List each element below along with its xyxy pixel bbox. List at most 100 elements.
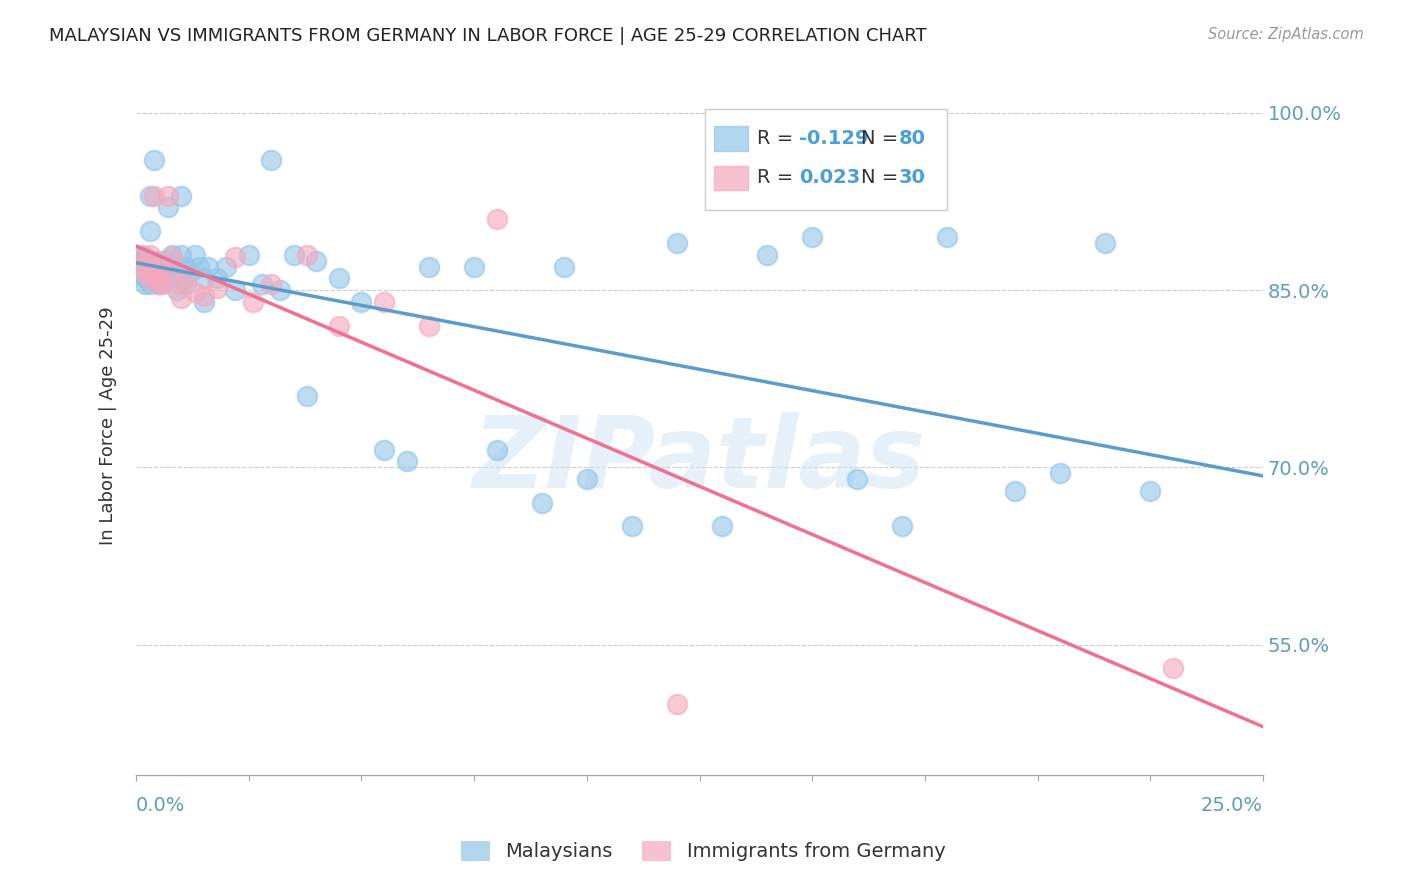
Point bbox=[174, 271, 197, 285]
Point bbox=[143, 260, 166, 274]
Point bbox=[134, 265, 156, 279]
Point bbox=[166, 283, 188, 297]
Point bbox=[242, 295, 264, 310]
Point bbox=[174, 260, 197, 274]
Text: 80: 80 bbox=[898, 128, 927, 147]
Text: 0.0%: 0.0% bbox=[136, 796, 186, 815]
Point bbox=[134, 260, 156, 275]
Point bbox=[1161, 661, 1184, 675]
Point bbox=[134, 250, 156, 264]
FancyBboxPatch shape bbox=[714, 127, 748, 151]
Point bbox=[134, 277, 156, 292]
Point bbox=[138, 271, 160, 285]
Point bbox=[138, 260, 160, 274]
Text: Source: ZipAtlas.com: Source: ZipAtlas.com bbox=[1208, 27, 1364, 42]
Point bbox=[373, 295, 395, 310]
Text: N =: N = bbox=[860, 169, 904, 187]
Point bbox=[620, 519, 643, 533]
Point bbox=[183, 285, 205, 300]
Point bbox=[152, 268, 174, 283]
Point bbox=[148, 265, 170, 279]
Point bbox=[148, 277, 170, 292]
Point bbox=[1094, 235, 1116, 250]
Point bbox=[801, 230, 824, 244]
Point bbox=[238, 248, 260, 262]
Point bbox=[148, 277, 170, 292]
Point bbox=[207, 281, 229, 295]
Point bbox=[183, 248, 205, 262]
Point bbox=[152, 275, 174, 289]
Point bbox=[283, 248, 305, 262]
Point bbox=[305, 253, 328, 268]
Point bbox=[134, 271, 156, 285]
Point bbox=[193, 295, 215, 310]
Point bbox=[260, 277, 283, 292]
Point bbox=[152, 265, 174, 279]
Text: N =: N = bbox=[860, 128, 904, 147]
Point bbox=[152, 277, 174, 292]
Point bbox=[1049, 467, 1071, 481]
Point bbox=[148, 260, 170, 274]
Point bbox=[143, 153, 166, 168]
Point bbox=[134, 260, 156, 274]
Point bbox=[188, 260, 211, 274]
Point bbox=[756, 248, 779, 262]
Point bbox=[418, 260, 440, 274]
Point bbox=[138, 277, 160, 292]
Point bbox=[197, 260, 219, 274]
Point bbox=[395, 454, 418, 468]
Point bbox=[215, 260, 238, 274]
Point bbox=[224, 250, 246, 264]
Point bbox=[160, 250, 183, 264]
Point bbox=[129, 252, 152, 267]
Point bbox=[170, 188, 193, 202]
Point bbox=[846, 472, 869, 486]
Point bbox=[224, 283, 246, 297]
Text: MALAYSIAN VS IMMIGRANTS FROM GERMANY IN LABOR FORCE | AGE 25-29 CORRELATION CHAR: MALAYSIAN VS IMMIGRANTS FROM GERMANY IN … bbox=[49, 27, 927, 45]
Point bbox=[143, 271, 166, 285]
Point bbox=[148, 271, 170, 285]
Legend: Malaysians, Immigrants from Germany: Malaysians, Immigrants from Germany bbox=[453, 833, 953, 869]
Point bbox=[138, 248, 160, 262]
Text: R =: R = bbox=[756, 169, 800, 187]
Point bbox=[138, 224, 160, 238]
Point bbox=[297, 389, 319, 403]
Point bbox=[160, 271, 183, 285]
FancyBboxPatch shape bbox=[706, 109, 948, 210]
Point bbox=[156, 260, 179, 274]
Point bbox=[711, 519, 734, 533]
Point bbox=[350, 295, 373, 310]
Point bbox=[1004, 483, 1026, 498]
Point bbox=[193, 271, 215, 285]
Text: 0.023: 0.023 bbox=[799, 169, 860, 187]
Point bbox=[129, 267, 152, 281]
Point bbox=[269, 283, 291, 297]
Text: 30: 30 bbox=[898, 169, 925, 187]
Point bbox=[665, 235, 688, 250]
Point bbox=[160, 248, 183, 262]
Point bbox=[156, 188, 179, 202]
Text: -0.129: -0.129 bbox=[799, 128, 868, 147]
Point bbox=[129, 257, 152, 271]
Point bbox=[152, 253, 174, 268]
Point bbox=[148, 260, 170, 274]
Text: 25.0%: 25.0% bbox=[1201, 796, 1263, 815]
Point bbox=[373, 442, 395, 457]
Point bbox=[156, 201, 179, 215]
Point bbox=[485, 212, 508, 227]
Point bbox=[328, 271, 350, 285]
Point bbox=[530, 496, 553, 510]
Point bbox=[134, 256, 156, 270]
Point bbox=[665, 697, 688, 711]
Point bbox=[138, 265, 160, 279]
Point bbox=[129, 257, 152, 271]
Point bbox=[575, 472, 598, 486]
Point bbox=[174, 277, 197, 292]
Point bbox=[891, 519, 914, 533]
Point bbox=[179, 265, 201, 279]
Point bbox=[193, 289, 215, 303]
Text: ZIPatlas: ZIPatlas bbox=[472, 412, 927, 509]
Point bbox=[553, 260, 575, 274]
Point bbox=[129, 250, 152, 264]
Point bbox=[138, 253, 160, 268]
